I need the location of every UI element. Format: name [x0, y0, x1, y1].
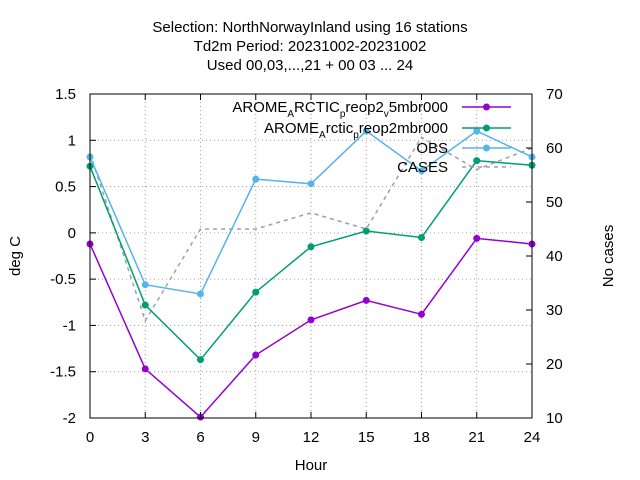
x-axis-label: Hour	[295, 457, 328, 474]
title-line: Td2m Period: 20231002-20231002	[194, 38, 427, 55]
y2-tick-label: 40	[546, 248, 563, 265]
legend-marker	[483, 124, 490, 132]
legend-label-part: reop2	[345, 99, 383, 116]
series-point	[473, 157, 481, 165]
y2-tick-label: 70	[546, 86, 563, 103]
plot-area	[86, 127, 536, 421]
y-tick-label: -1.5	[50, 364, 76, 381]
series-point	[473, 234, 481, 242]
grid	[90, 94, 532, 418]
title-line: Used 00,03,...,21 + 00 03 ... 24	[207, 57, 413, 74]
legend-label-part: A	[319, 130, 326, 141]
series-point	[362, 227, 370, 235]
legend-label-part: reop2mbr000	[359, 120, 448, 137]
legend-label: AROMEArcticpreop2mbr000	[264, 120, 448, 141]
series-point	[307, 180, 315, 188]
legend-label-part: p	[340, 109, 346, 120]
series-point	[252, 351, 260, 359]
legend-label-part: CASES	[397, 159, 448, 176]
title-line: Selection: NorthNorwayInland using 16 st…	[152, 19, 467, 36]
series-point	[418, 233, 425, 241]
series-line	[89, 136, 533, 323]
legend-label-part: OBS	[416, 140, 448, 157]
series-line	[89, 130, 533, 295]
series-point	[141, 281, 149, 289]
legend-label: CASES	[397, 159, 448, 176]
y-axis-label: deg C	[7, 236, 24, 276]
legend-label-part: v	[384, 109, 389, 120]
chart-title: Selection: NorthNorwayInland using 16 st…	[152, 19, 467, 74]
x-tick-label: 3	[141, 429, 149, 446]
series-point	[418, 310, 425, 318]
legend-marker	[483, 103, 490, 111]
legend-label-part: RCTIC	[294, 99, 340, 116]
y-tick-label: 0.5	[55, 179, 76, 196]
series-point	[362, 296, 370, 304]
y-tick-label: 1	[68, 132, 76, 149]
x-tick-label: 24	[524, 429, 541, 446]
y-tick-label: -0.5	[50, 271, 76, 288]
y-tick-label: -1	[63, 317, 76, 334]
y2-tick-label: 50	[546, 194, 563, 211]
series-point	[307, 316, 315, 324]
series-point	[141, 365, 149, 373]
y-tick-label: 1.5	[55, 86, 76, 103]
x-tick-label: 21	[468, 429, 485, 446]
legend-label-part: p	[353, 130, 359, 141]
legend-label-part: rctic	[326, 120, 354, 137]
series-point	[197, 356, 204, 364]
x-tick-label: 6	[196, 429, 204, 446]
y2-tick-label: 10	[546, 410, 563, 427]
series-point	[473, 127, 481, 135]
series-point	[252, 175, 260, 183]
x-tick-label: 15	[358, 429, 375, 446]
legend-label: AROMEARCTICpreop2v5mbr000	[232, 99, 448, 120]
y-tick-label: -2	[63, 410, 76, 427]
legend-marker	[483, 144, 490, 152]
legend: AROMEARCTICpreop2v5mbr000AROMEArcticpreo…	[232, 99, 511, 176]
series-point	[197, 290, 204, 298]
series-point	[362, 127, 370, 135]
y2-tick-label: 30	[546, 302, 563, 319]
x-tick-label: 0	[86, 429, 94, 446]
series-point	[418, 167, 425, 175]
x-tick-label: 12	[303, 429, 320, 446]
legend-label: OBS	[416, 140, 448, 157]
series-point	[252, 288, 260, 296]
y2-axis-label: No cases	[600, 225, 617, 288]
x-tick-label: 9	[252, 429, 260, 446]
legend-label-part: 5mbr000	[389, 99, 448, 116]
legend-label-part: A	[287, 109, 294, 120]
series-point	[141, 301, 149, 309]
legend-label-part: AROME	[264, 120, 319, 137]
y2-tick-label: 20	[546, 356, 563, 373]
y-tick-label: 0	[68, 225, 76, 242]
axes: 0 3 6 9 12 15 18 21 24 -2 -1.5 -1 -0.5 0 0.5 1 1.5 10 20 30…	[50, 86, 563, 446]
x-tick-label: 18	[413, 429, 430, 446]
legend-label-part: AROME	[232, 99, 287, 116]
y2-tick-label: 60	[546, 140, 563, 157]
series-point	[307, 243, 315, 251]
